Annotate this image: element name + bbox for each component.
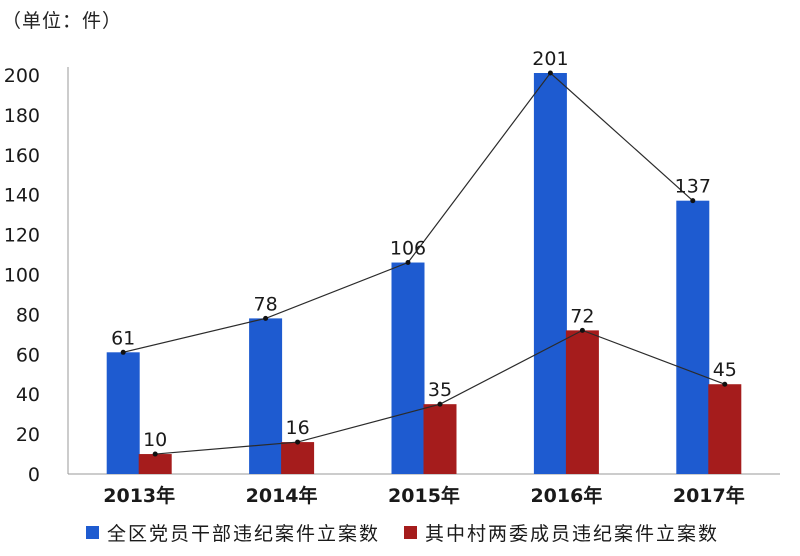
trend-point — [547, 70, 553, 76]
chart-trend-lines — [120, 70, 728, 457]
y-tick-label: 140 — [4, 185, 40, 207]
bar-total — [676, 200, 710, 474]
bar-village — [138, 454, 172, 474]
y-tick-label: 40 — [16, 384, 40, 406]
trend-point — [437, 401, 443, 407]
chart-legend: 全区党员干部违纪案件立案数 其中村两委成员违纪案件立案数 — [86, 519, 743, 546]
y-tick-label: 180 — [4, 105, 40, 127]
y-tick-label: 100 — [4, 265, 40, 287]
x-tick-label: 2015年 — [388, 484, 460, 507]
data-label-village: 45 — [713, 359, 737, 381]
chart-bars — [106, 73, 742, 474]
data-label-village: 10 — [143, 429, 167, 451]
y-tick-label: 60 — [16, 344, 40, 366]
legend-label-total: 全区党员干部违纪案件立案数 — [107, 523, 381, 545]
y-tick-label: 20 — [16, 424, 40, 446]
data-label-total: 137 — [675, 176, 711, 198]
bar-total — [533, 73, 567, 474]
y-tick-label: 160 — [4, 145, 40, 167]
data-label-village: 35 — [428, 379, 452, 401]
y-tick-label: 80 — [16, 304, 40, 326]
bar-village — [708, 384, 742, 474]
data-label-total: 201 — [532, 48, 568, 70]
bar-total — [106, 352, 140, 474]
bar-total — [391, 262, 425, 474]
bar-village — [423, 404, 457, 474]
x-tick-label: 2016年 — [530, 484, 602, 507]
bar-village — [565, 330, 599, 474]
chart-axes: 0 20 40 60 80 100 120 140 160 180 200 2013年 2014年 201… — [4, 65, 780, 507]
trend-point — [295, 439, 301, 445]
y-tick-label: 120 — [4, 225, 40, 247]
legend-item-total: 全区党员干部违纪案件立案数 — [86, 519, 380, 546]
trend-point — [263, 315, 269, 321]
trend-point — [579, 327, 585, 333]
data-label-total: 78 — [254, 293, 278, 315]
bar-chart: 0 20 40 60 80 100 120 140 160 180 200 2013年 2014年 201… — [4, 48, 780, 507]
x-tick-label: 2014年 — [246, 484, 318, 507]
data-label-total: 106 — [390, 238, 426, 260]
trend-point — [405, 260, 411, 266]
legend-item-village: 其中村两委成员违纪案件立案数 — [404, 519, 719, 546]
y-tick-label: 200 — [4, 65, 40, 87]
chart-labels: 61 78 106 201 137 10 16 35 72 45 — [111, 48, 737, 451]
trend-point — [722, 381, 728, 387]
unit-label: （单位：件） — [2, 10, 123, 32]
legend-swatch-village — [404, 526, 418, 539]
data-label-village: 16 — [286, 417, 310, 439]
x-tick-label: 2017年 — [673, 484, 745, 507]
data-label-total: 61 — [111, 327, 135, 349]
data-label-village: 72 — [570, 305, 594, 327]
trend-point — [120, 349, 126, 355]
x-tick-label: 2013年 — [103, 484, 175, 507]
y-tick-label: 0 — [28, 464, 40, 486]
trend-point — [690, 198, 696, 204]
trend-point — [152, 451, 158, 457]
bar-total — [249, 318, 283, 474]
legend-label-village: 其中村两委成员违纪案件立案数 — [425, 523, 720, 545]
legend-swatch-total — [86, 526, 99, 539]
bar-village — [281, 442, 315, 474]
